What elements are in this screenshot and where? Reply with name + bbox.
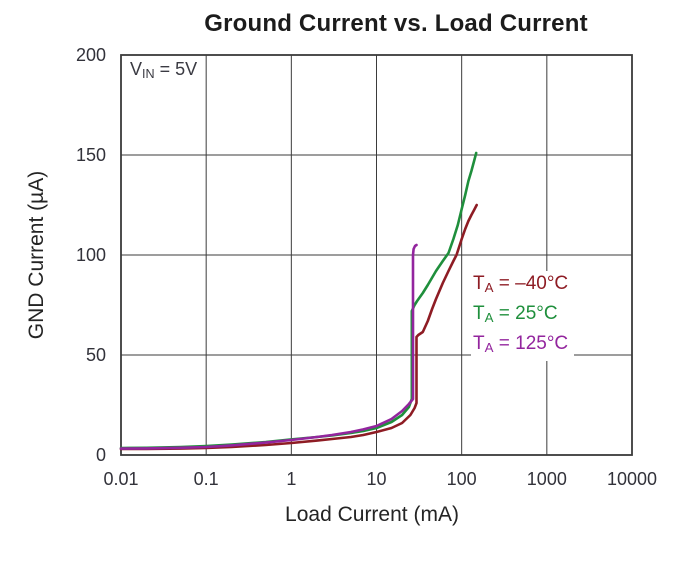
vin-annotation-value: = 5V — [154, 59, 198, 79]
legend-entry-base: T — [473, 302, 485, 324]
plot-frame — [120, 54, 633, 456]
y-tick-label-0: 0 — [95, 445, 106, 465]
legend-entry-value: = –40°C — [493, 273, 569, 294]
vin-annotation-subscript: IN — [142, 66, 155, 81]
chart-title: Ground Current vs. Load Current — [204, 10, 588, 37]
legend-entry-base: T — [473, 273, 485, 294]
legend-entry-base: T — [473, 332, 485, 354]
legend-entry-ta-25: TA = 25°C — [471, 300, 564, 331]
series-line-ta-25 — [119, 151, 478, 450]
legend-entry-subscript: A — [484, 309, 494, 325]
x-tick-label-0.01: 0.01 — [103, 469, 139, 489]
series-line-ta-125 — [119, 243, 418, 450]
x-tick-label-10000: 10000 — [606, 469, 658, 489]
vin-annotation: VIN = 5V — [130, 59, 197, 81]
legend-entry-subscript: A — [484, 339, 494, 355]
series-line-ta-minus-40 — [119, 203, 479, 451]
x-tick-label-0.1: 0.1 — [193, 469, 219, 489]
legend-entry-subscript: A — [484, 279, 494, 295]
y-tick-label-200: 200 — [75, 45, 106, 65]
x-tick-label-1: 1 — [286, 469, 297, 489]
legend-entry-ta-125: TA = 125°C — [471, 330, 575, 361]
y-tick-label-100: 100 — [75, 245, 106, 265]
vin-annotation-base: V — [130, 59, 143, 79]
x-tick-label-1000: 1000 — [526, 469, 567, 489]
x-tick-label-10: 10 — [366, 469, 387, 489]
x-axis-title: Load Current (mA) — [285, 503, 459, 526]
x-tick-label-100: 100 — [446, 469, 477, 489]
legend-entry-ta-minus-40: TA = –40°C — [471, 271, 575, 301]
y-tick-label-150: 150 — [75, 145, 106, 165]
legend-entry-value: = 125°C — [493, 332, 569, 354]
legend-entry-value: = 25°C — [493, 302, 558, 324]
legend: TA = –40°C TA = 25°C TA = 125°C — [471, 271, 575, 361]
y-tick-label-50: 50 — [85, 345, 106, 365]
